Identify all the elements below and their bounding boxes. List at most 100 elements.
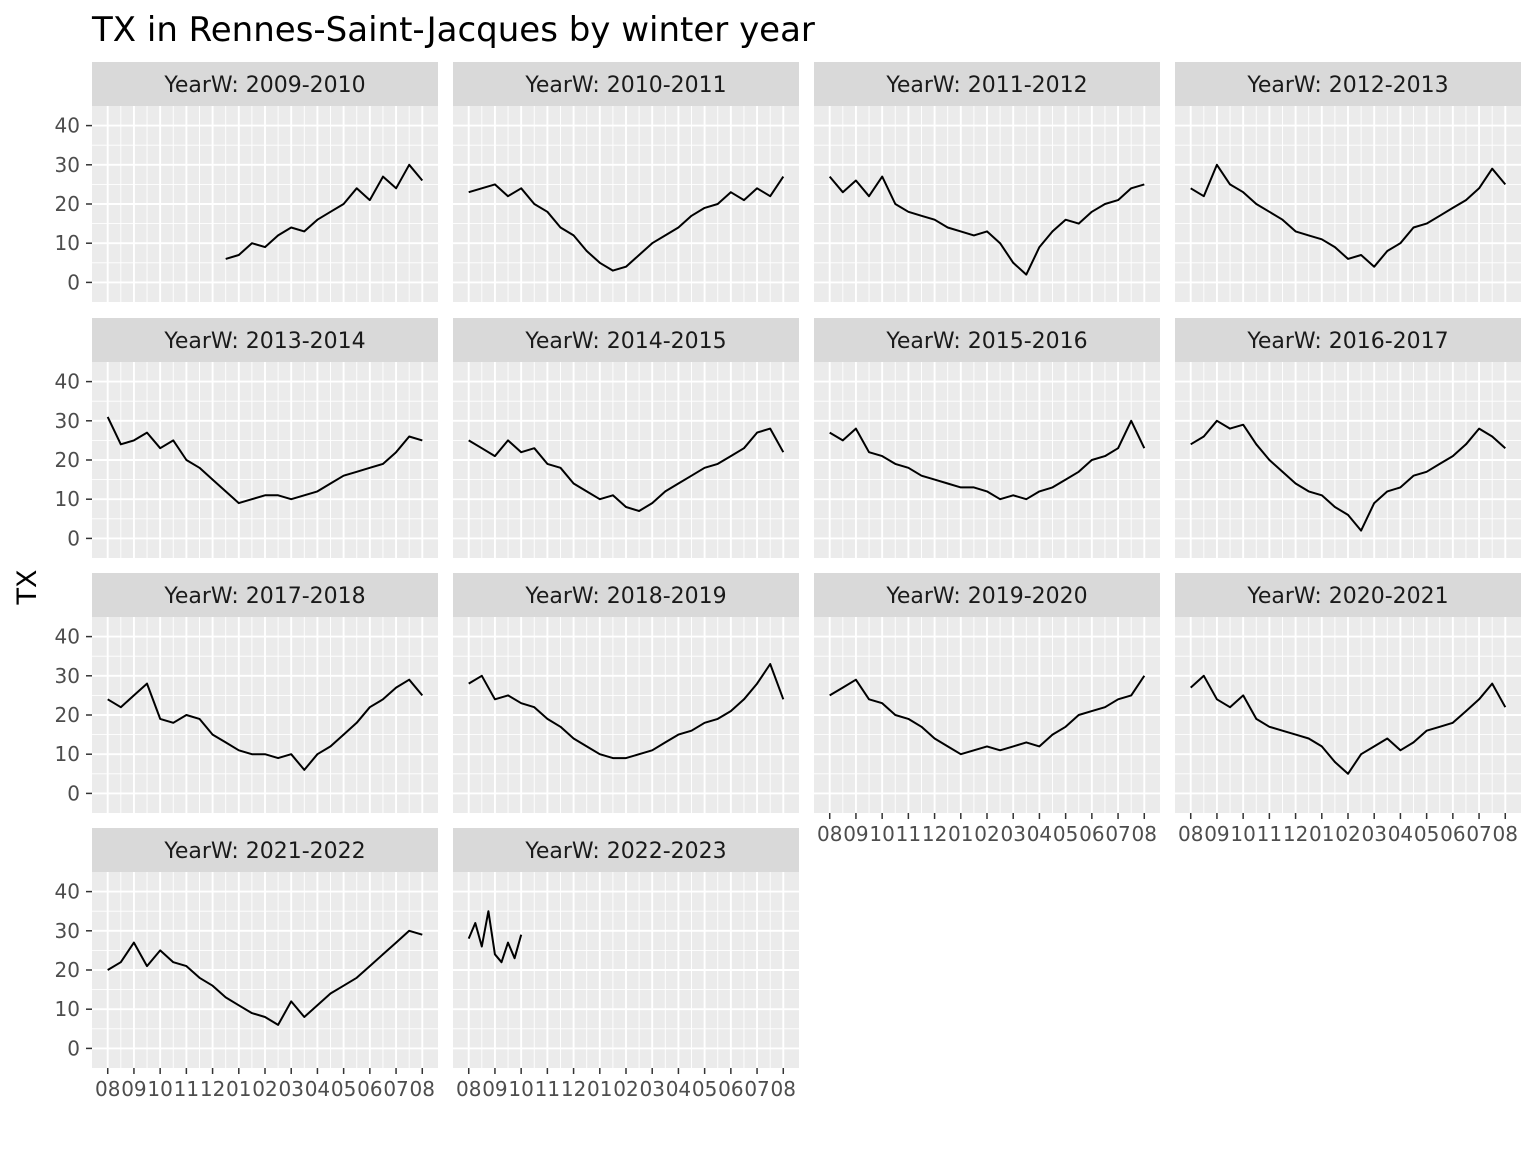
facet-strip — [92, 573, 438, 617]
y-tick-label: 0 — [67, 526, 80, 550]
y-axis-title: TX — [12, 570, 43, 606]
series-line-2015-2016 — [829, 419, 1146, 501]
facet-strip — [453, 62, 799, 106]
series-line-2018-2019 — [468, 663, 785, 760]
series-line-2021-2022 — [107, 929, 423, 1026]
y-tick-label: 20 — [55, 958, 80, 982]
facet-panel: YearW: 2015-2016 — [814, 318, 1160, 558]
x-tick-label: 02 — [974, 822, 999, 846]
x-tick-label: 04 — [1027, 822, 1052, 846]
x-tick-label: 10 — [147, 1077, 172, 1101]
y-tick-label: 40 — [55, 114, 80, 138]
facet-panel: YearW: 2018-2019 — [453, 573, 799, 813]
x-tick-label: 09 — [843, 822, 868, 846]
facet-strip-label: YearW: 2016-2017 — [1246, 329, 1448, 354]
facet-strip — [92, 828, 438, 872]
y-tick-label: 20 — [55, 192, 80, 216]
facet-strip — [453, 828, 799, 872]
x-tick-label: 10 — [508, 1077, 533, 1101]
x-tick-label: 08 — [95, 1077, 120, 1101]
x-tick-label: 06 — [718, 1077, 743, 1101]
y-tick-label: 20 — [55, 703, 80, 727]
facet-strip — [92, 62, 438, 106]
x-tick-label: 08 — [771, 1077, 796, 1101]
y-tick-label: 0 — [67, 781, 80, 805]
y-tick-label: 30 — [55, 153, 80, 177]
series-line-2022-2023 — [467, 910, 523, 964]
facet-panel: YearW: 2013-2014 0 10 20 30 40 — [55, 318, 438, 558]
series-line-2010-2011 — [468, 176, 785, 272]
x-tick-label: 09 — [1204, 822, 1229, 846]
y-tick-label: 0 — [67, 1036, 80, 1060]
x-tick-label: 10 — [1230, 822, 1255, 846]
x-tick-label: 01 — [226, 1077, 251, 1101]
x-tick-label: 12 — [561, 1077, 586, 1101]
x-tick-label: 07 — [1466, 822, 1491, 846]
x-tick-label: 11 — [896, 822, 921, 846]
x-tick-label: 01 — [1309, 822, 1334, 846]
facet-strip-label: YearW: 2010-2011 — [524, 73, 726, 98]
series-line-2013-2014 — [106, 416, 423, 505]
y-tick-label: 30 — [55, 409, 80, 433]
x-tick-label: 05 — [1053, 822, 1078, 846]
x-tick-label: 10 — [869, 822, 894, 846]
x-tick-label: 08 — [817, 822, 842, 846]
facet-strip-label: YearW: 2013-2014 — [163, 329, 365, 354]
series-line-2016-2017 — [1190, 419, 1506, 532]
y-tick-label: 0 — [67, 270, 80, 294]
series-line-2011-2012 — [828, 175, 1145, 276]
facet-strip-label: YearW: 2014-2015 — [524, 329, 726, 354]
x-tick-label: 11 — [1257, 822, 1282, 846]
x-tick-label: 08 — [1493, 822, 1518, 846]
x-tick-label: 05 — [692, 1077, 717, 1101]
y-tick-label: 30 — [55, 919, 80, 943]
y-tick-label: 10 — [55, 997, 80, 1021]
x-tick-label: 04 — [305, 1077, 330, 1101]
x-tick-label: 02 — [252, 1077, 277, 1101]
x-tick-label: 02 — [613, 1077, 638, 1101]
series-line-2012-2013 — [1190, 163, 1507, 268]
x-tick-label: 06 — [1079, 822, 1104, 846]
x-tick-label: 08 — [456, 1077, 481, 1101]
facet-strip — [1175, 573, 1521, 617]
x-tick-label: 06 — [357, 1077, 382, 1101]
facet-panel: YearW: 2011-2012 — [814, 62, 1160, 302]
series-line-2009-2010 — [225, 163, 424, 260]
x-tick-label: 07 — [1105, 822, 1130, 846]
x-tick-label: 03 — [639, 1077, 664, 1101]
y-tick-label: 10 — [55, 742, 80, 766]
x-tick-label: 03 — [1000, 822, 1025, 846]
series-line-2020-2021 — [1190, 674, 1507, 775]
x-tick-label: 11 — [535, 1077, 560, 1101]
facet-panel: YearW: 2017-2018 0 10 20 30 40 — [55, 573, 438, 813]
x-tick-label: 01 — [948, 822, 973, 846]
facet-strip — [453, 573, 799, 617]
facet-strip — [814, 573, 1160, 617]
x-tick-label: 04 — [1388, 822, 1413, 846]
x-tick-label: 07 — [383, 1077, 408, 1101]
y-tick-label: 10 — [55, 231, 80, 255]
x-tick-label: 09 — [121, 1077, 146, 1101]
x-tick-label: 11 — [174, 1077, 199, 1101]
x-tick-label: 07 — [744, 1077, 769, 1101]
x-tick-label: 09 — [482, 1077, 507, 1101]
x-tick-label: 12 — [200, 1077, 225, 1101]
x-tick-label: 08 — [1132, 822, 1157, 846]
series-line-2019-2020 — [829, 675, 1146, 756]
facet-strip — [453, 318, 799, 362]
facet-panel: YearW: 2010-2011 — [453, 62, 799, 302]
facet-panel: YearW: 2009-2010 0 10 20 30 40 — [55, 62, 438, 302]
x-tick-label: 12 — [1283, 822, 1308, 846]
facet-panel: YearW: 2016-2017 — [1175, 318, 1521, 558]
x-tick-label: 05 — [1414, 822, 1439, 846]
y-tick-label: 30 — [55, 664, 80, 688]
facet-strip — [1175, 62, 1521, 106]
facet-strip-label: YearW: 2015-2016 — [885, 329, 1087, 354]
x-tick-label: 04 — [666, 1077, 691, 1101]
x-tick-label: 01 — [587, 1077, 612, 1101]
